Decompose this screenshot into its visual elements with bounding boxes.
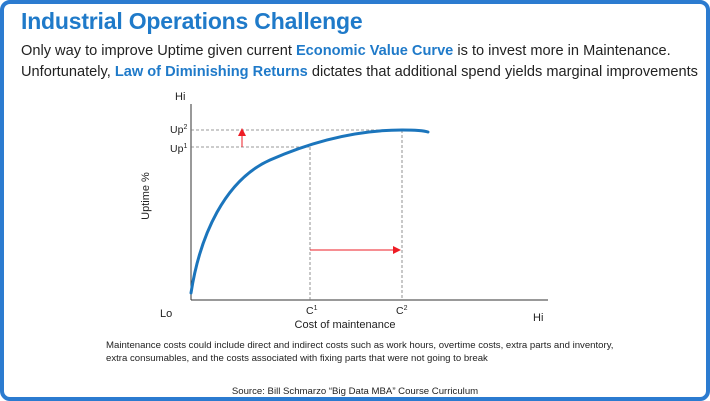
up2-label-base: Up	[170, 124, 184, 136]
up1-label-base: Up	[170, 143, 184, 155]
economic-value-curve	[189, 128, 430, 295]
slide-title: Industrial Operations Challenge	[21, 8, 363, 34]
c1-label: C1	[306, 305, 318, 317]
intro-line-2: Unfortunately, Law of Diminishing Return…	[21, 64, 698, 80]
c1-label-sup: 1	[314, 305, 318, 312]
source-citation: Source: Bill Schmarzo “Big Data MBA” Cou…	[231, 386, 479, 397]
intro-line-1: Only way to improve Uptime given current…	[21, 43, 671, 59]
intro-line-2-post: dictates that additional spend yields ma…	[307, 64, 698, 80]
c2-label: C2	[396, 305, 408, 317]
origin-lo-label: Lo	[160, 308, 172, 320]
c1-label-base: C	[306, 305, 314, 317]
economic-value-curve-highlight: Economic Value Curve	[295, 43, 454, 59]
x-axis-label: Cost of maintenance	[295, 319, 396, 331]
c2-label-sup: 2	[404, 305, 408, 312]
y-axis-label: Uptime %	[140, 172, 152, 220]
c2-label-base: C	[396, 305, 404, 317]
y-axis-hi-label: Hi	[175, 91, 185, 103]
up1-label-sup: 1	[183, 143, 187, 150]
up2-label: Up2	[170, 124, 187, 136]
intro-line-2-pre: Unfortunately,	[21, 64, 115, 80]
intro-line-1-post: is to invest more in Maintenance.	[453, 43, 671, 59]
diminishing-returns-highlight: Law of Diminishing Returns	[114, 64, 308, 80]
x-axis-hi-label: Hi	[533, 312, 543, 324]
up1-label: Up1	[170, 143, 187, 155]
maintenance-cost-note: Maintenance costs could include direct a…	[106, 340, 614, 364]
up2-label-sup: 2	[183, 124, 187, 131]
intro-line-1-pre: Only way to improve Uptime given current	[21, 43, 296, 59]
